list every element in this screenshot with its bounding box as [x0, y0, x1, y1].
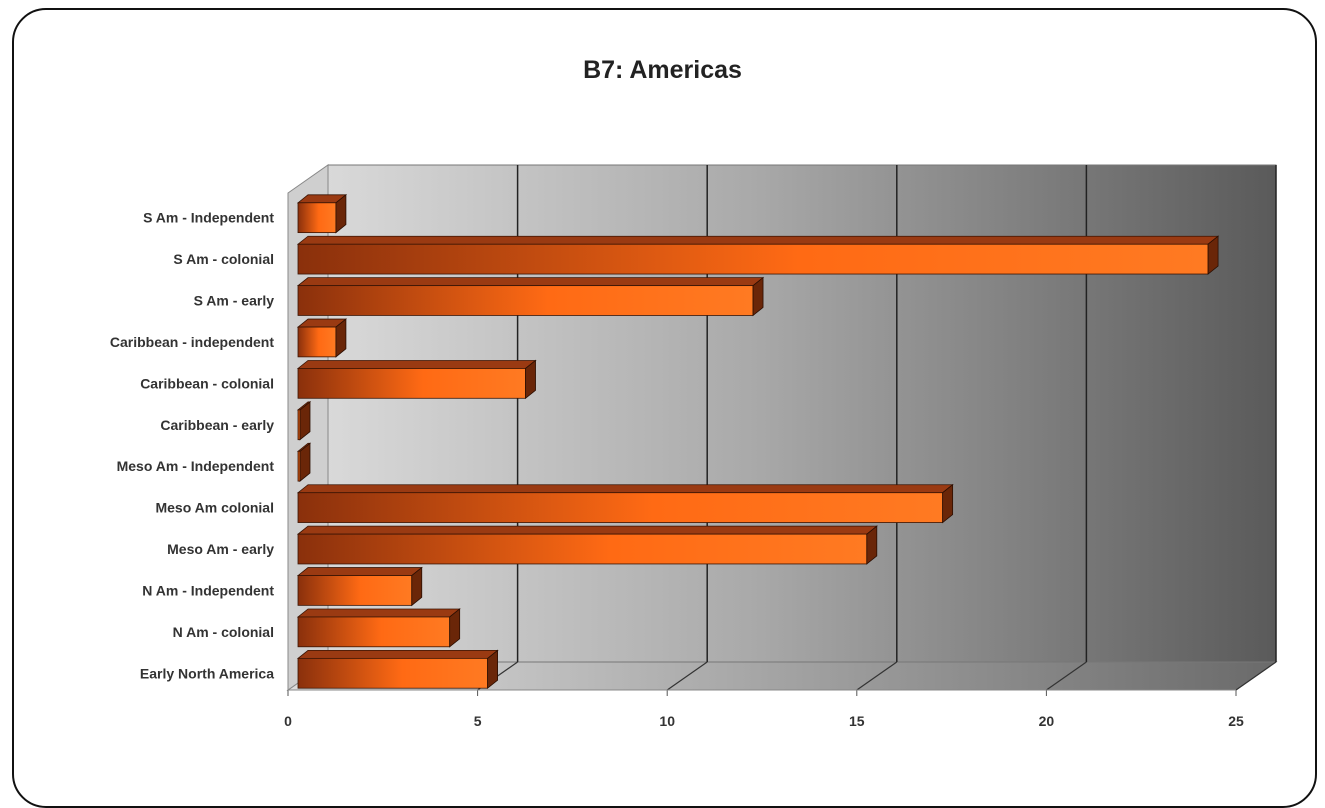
- bar: [297, 533, 868, 565]
- y-category-label: Meso Am colonial: [155, 500, 274, 516]
- gridline-floor: [666, 661, 708, 691]
- bar-top: [296, 484, 954, 494]
- bar-top: [296, 235, 1220, 245]
- bar: [297, 243, 1209, 275]
- bar-end: [299, 401, 311, 441]
- chart-title: B7: Americas: [583, 56, 742, 84]
- bar-end: [1207, 235, 1219, 275]
- y-category-label: Caribbean - early: [160, 417, 274, 433]
- bar: [297, 657, 489, 689]
- bar: [297, 202, 337, 234]
- y-category-label: N Am - Independent: [142, 582, 274, 598]
- bar-top: [296, 608, 461, 618]
- bar-end: [335, 318, 347, 358]
- bar-top: [296, 277, 765, 287]
- bar-end: [525, 359, 536, 400]
- bar-end: [335, 193, 347, 234]
- x-tick-label: 0: [284, 713, 292, 729]
- y-category-label: S Am - colonial: [173, 251, 274, 267]
- bar-top: [296, 360, 537, 369]
- bar-end: [299, 442, 311, 482]
- y-category-label: Meso Am - early: [167, 541, 274, 557]
- bar-chart: 0 5 10 15 20 25 S Am - Independent S Am - colon…: [110, 164, 1278, 729]
- x-tick-label: 25: [1228, 713, 1244, 729]
- x-tick-label: 20: [1039, 713, 1055, 729]
- x-tick-label: 15: [849, 713, 865, 729]
- bar: [297, 575, 413, 606]
- gridline-floor: [1235, 661, 1277, 691]
- bar: [297, 616, 451, 648]
- bar-end: [942, 483, 954, 524]
- gridline-floor: [1046, 661, 1087, 691]
- bar-top: [296, 525, 878, 535]
- gridline-floor: [856, 661, 898, 691]
- y-category-label: Early North America: [140, 665, 274, 681]
- bar-top: [296, 649, 499, 659]
- y-category-label: S Am - early: [194, 293, 275, 309]
- y-category-label: N Am - colonial: [173, 624, 274, 640]
- y-category-label: S Am - Independent: [143, 210, 274, 226]
- bar-end: [752, 276, 764, 317]
- bar: [297, 368, 526, 399]
- x-tick-label: 5: [474, 713, 482, 729]
- bar-end: [449, 608, 461, 648]
- y-category-label: Caribbean - colonial: [140, 375, 274, 391]
- bar-end: [866, 525, 878, 565]
- bar: [297, 326, 337, 358]
- bar-end: [411, 566, 423, 607]
- bar: [297, 285, 754, 316]
- bar: [297, 492, 944, 523]
- x-tick-label: 10: [659, 713, 675, 729]
- y-category-label: Meso Am - Independent: [117, 458, 275, 474]
- y-category-label: Caribbean - independent: [110, 334, 274, 350]
- bar-end: [487, 649, 499, 690]
- bar-top: [296, 567, 423, 576]
